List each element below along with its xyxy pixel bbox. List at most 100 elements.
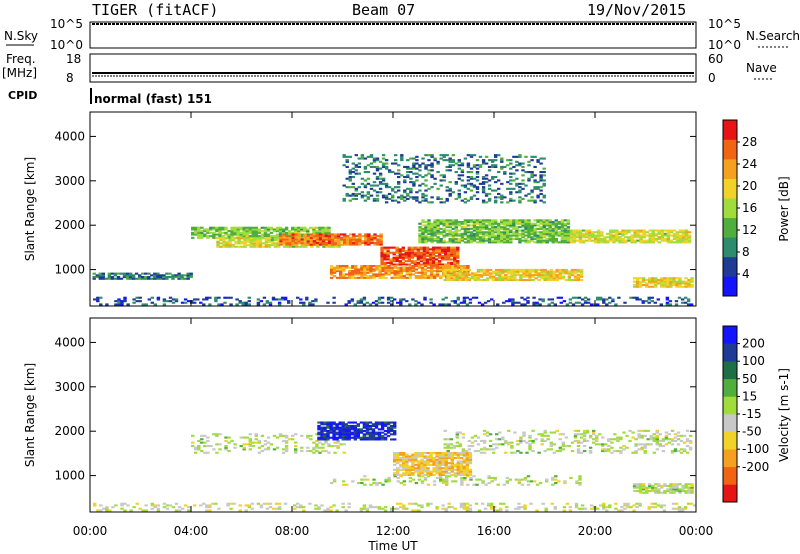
cell (650, 296, 654, 299)
cell (509, 237, 513, 240)
cell (442, 229, 446, 232)
cell (396, 273, 400, 276)
cell (399, 463, 403, 466)
cell (459, 462, 464, 465)
cell (345, 276, 349, 279)
cell (281, 451, 286, 454)
cell (362, 424, 367, 427)
cell (200, 438, 204, 441)
cell (524, 227, 528, 230)
cell (394, 159, 398, 162)
cell (432, 467, 436, 470)
cell (494, 221, 498, 224)
cell (276, 237, 281, 240)
cell (378, 275, 382, 278)
cell (522, 268, 526, 271)
cell (561, 272, 566, 275)
cell (330, 235, 335, 238)
cell (447, 263, 451, 266)
cell (451, 160, 455, 163)
cell (399, 268, 403, 271)
cell (608, 504, 612, 507)
cell (448, 229, 452, 232)
cell (458, 272, 462, 275)
cell (312, 233, 317, 236)
cell (516, 270, 520, 273)
cell (150, 301, 154, 304)
cell (421, 229, 425, 232)
cell (350, 433, 354, 436)
cell (144, 509, 148, 512)
cell (144, 272, 148, 275)
cell (194, 233, 198, 236)
cell (354, 273, 358, 276)
cell (401, 263, 405, 266)
cell (122, 272, 127, 275)
cell (575, 236, 580, 239)
cell (623, 507, 627, 510)
cell (643, 445, 647, 448)
cell (165, 300, 170, 303)
cell (670, 443, 675, 446)
cell (651, 280, 655, 283)
cell (436, 196, 440, 199)
cell (518, 232, 522, 235)
cell (494, 237, 498, 240)
cell (402, 298, 406, 301)
cell (432, 458, 436, 461)
cell (475, 227, 480, 230)
cell (457, 194, 461, 197)
cell (193, 301, 197, 304)
cell (418, 229, 422, 232)
cell (381, 164, 386, 167)
cell (504, 277, 508, 280)
cell (428, 253, 433, 256)
cell (438, 453, 442, 456)
cell (533, 201, 537, 204)
cell (194, 228, 198, 231)
cell (437, 256, 442, 259)
cell (504, 451, 508, 454)
cell (345, 194, 349, 197)
cell (411, 273, 416, 276)
cell (542, 229, 546, 232)
cell (551, 478, 555, 481)
cell (687, 239, 692, 242)
cell (275, 226, 280, 229)
cell (431, 253, 436, 256)
cell (363, 179, 368, 182)
cell (237, 245, 241, 248)
cell (395, 248, 399, 251)
colorbar-swatch (723, 326, 737, 344)
cell (661, 438, 666, 441)
cell (450, 465, 454, 468)
cell (666, 229, 671, 232)
cell (507, 272, 511, 275)
colorbar-swatch (723, 217, 737, 238)
cell (487, 232, 492, 235)
cell (441, 473, 445, 476)
cell (329, 436, 333, 439)
cell (498, 438, 502, 441)
cell (134, 272, 139, 275)
cell (423, 473, 427, 476)
cell (433, 159, 437, 162)
cell (430, 231, 434, 234)
cell (444, 462, 448, 465)
cell (418, 232, 422, 235)
cell (623, 301, 627, 304)
cell (573, 272, 578, 275)
cell (449, 268, 453, 271)
cell (371, 433, 376, 436)
cell (352, 236, 356, 239)
cell (545, 227, 549, 230)
cell (329, 268, 334, 271)
cell (545, 478, 549, 481)
cell (437, 251, 442, 254)
cell (505, 476, 509, 479)
cell (183, 277, 187, 280)
cell (454, 239, 458, 242)
cell (218, 433, 222, 436)
cell (613, 438, 617, 441)
cell (634, 443, 638, 446)
